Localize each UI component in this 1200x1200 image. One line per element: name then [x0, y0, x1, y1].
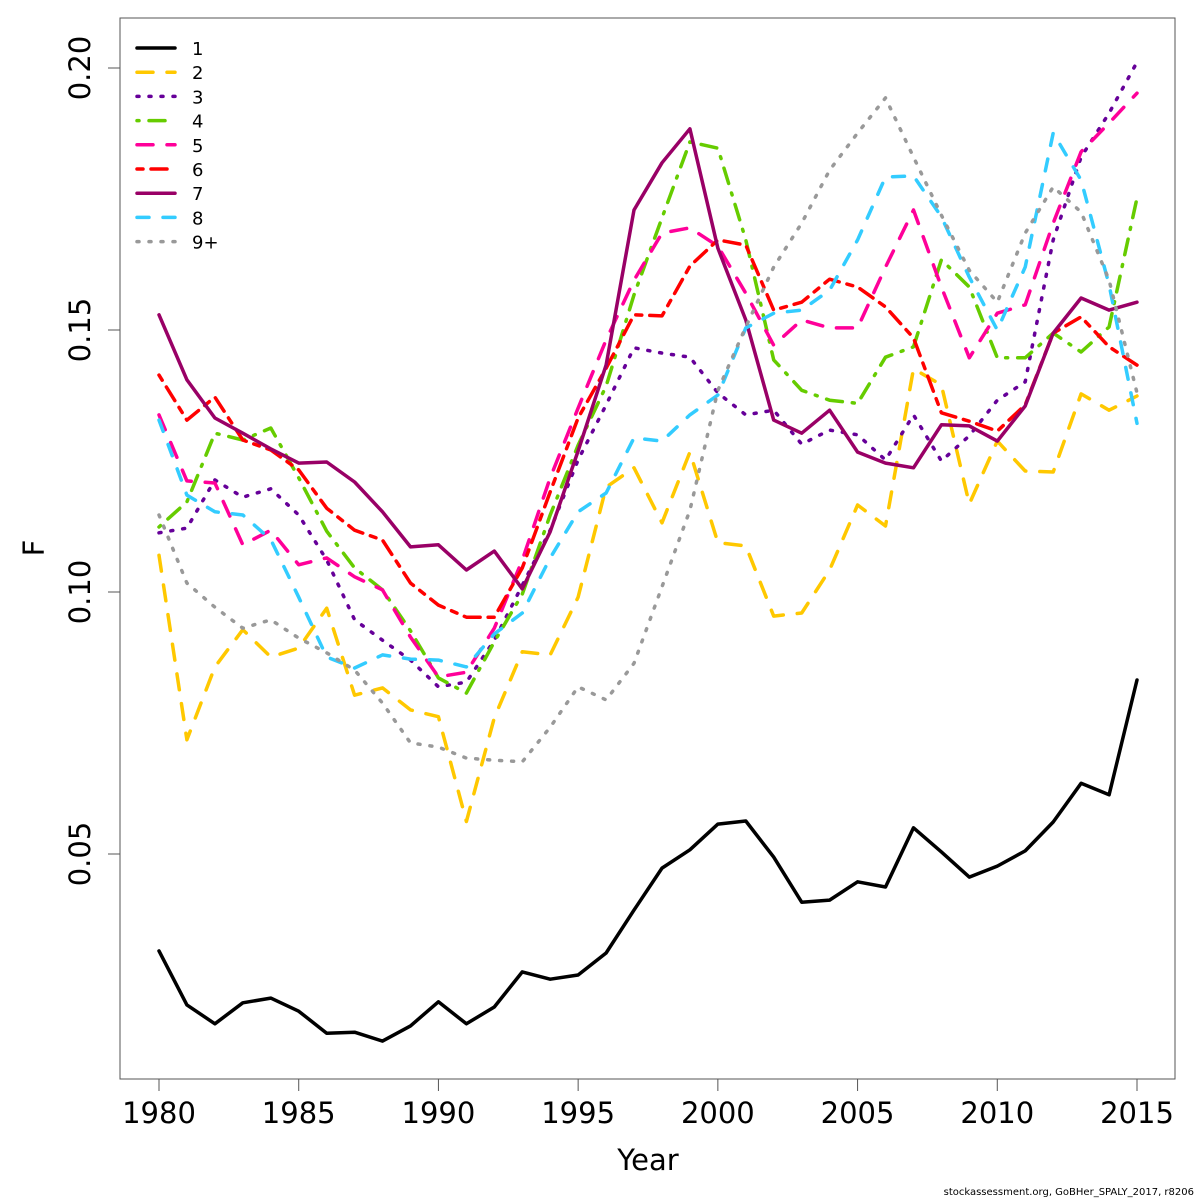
series-line-7: [157, 127, 1139, 591]
series-line-2: [157, 367, 1139, 824]
y-tick-label: 0.15: [63, 298, 97, 363]
legend-label: 9+: [192, 233, 219, 254]
y-tick-label: 0.05: [63, 822, 97, 887]
y-tick-label: 0.10: [63, 560, 97, 625]
x-axis: 1980 1985 1990 1995 2000 2005 2010 2015: [122, 1078, 1174, 1130]
legend-label: 6: [192, 160, 203, 181]
legend-label: 7: [192, 184, 203, 205]
legend-label: 8: [192, 208, 203, 229]
x-tick-label: 1985: [262, 1096, 336, 1130]
y-axis: 0.05 0.10 0.15 0.20: [63, 36, 121, 887]
series-line-8: [157, 131, 1139, 670]
series-line-6: [157, 238, 1139, 619]
legend-label: 2: [192, 63, 203, 84]
x-axis-title: Year: [616, 1143, 678, 1177]
x-tick-label: 1995: [541, 1096, 615, 1130]
legend: 1 2 3 4 5 6 7 8 9+: [135, 39, 219, 254]
x-tick-label: 1980: [122, 1096, 196, 1130]
footer-credit: stockassessment.org, GoBHer_SPALY_2017, …: [943, 1187, 1194, 1198]
legend-label: 3: [192, 87, 203, 108]
x-tick-label: 2015: [1100, 1096, 1174, 1130]
legend-label: 5: [192, 136, 203, 157]
legend-label: 4: [192, 112, 203, 133]
x-tick-label: 2010: [960, 1096, 1034, 1130]
x-tick-label: 2000: [681, 1096, 755, 1130]
series-line-1: [157, 678, 1139, 1043]
legend-label: 1: [192, 39, 203, 60]
y-tick-label: 0.20: [63, 36, 97, 101]
series-layer: [157, 60, 1139, 1043]
series-line-5: [157, 91, 1139, 679]
series-line-4: [157, 140, 1139, 695]
x-tick-label: 2005: [821, 1096, 895, 1130]
y-axis-title: F: [17, 540, 51, 557]
series-line-3: [157, 60, 1139, 689]
plot-frame: [119, 17, 1176, 1080]
x-tick-label: 1990: [402, 1096, 476, 1130]
